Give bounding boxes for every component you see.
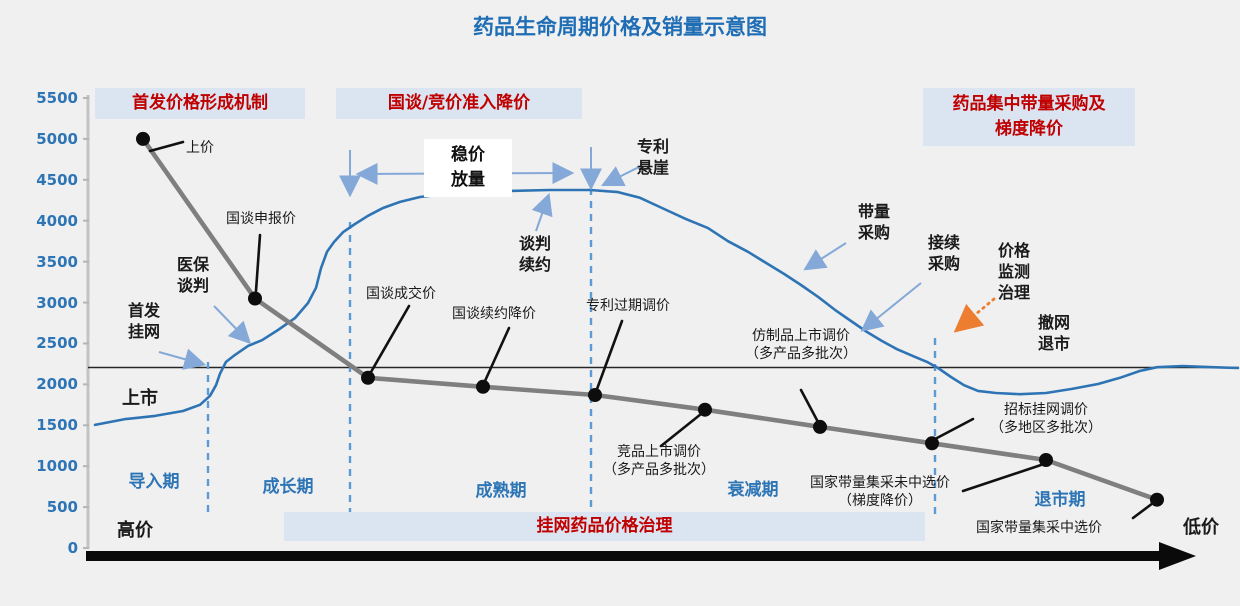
y-tick-5500: 5500 [36, 89, 78, 107]
price-line [140, 136, 1160, 503]
policy-box-listing-governance: 挂网药品价格治理 [284, 512, 925, 541]
listing-price-label: 上价 [186, 140, 214, 156]
vbp-unselected-line1: 国家带量集采未中选价 [810, 475, 950, 491]
y-tick-1000: 1000 [36, 457, 78, 475]
low-price-label: 低价 [1183, 517, 1219, 538]
tender-listing-line1: 招标挂网调价 [1004, 402, 1088, 418]
price-monitor-line2: 监测 [997, 261, 1031, 281]
generic-entry-line1: 仿制品上市调价 [752, 328, 850, 344]
policy-box-first-price: 首发价格形成机制 [95, 88, 305, 119]
policy-box-vbp: 药品集中带量采购及 梯度降价 [923, 88, 1135, 146]
price-point [925, 436, 939, 451]
policy-box-vbp-line2: 梯度降价 [995, 119, 1063, 139]
nego-renewal-price-label: 国谈续约降价 [452, 306, 536, 322]
y-tick-4500: 4500 [36, 171, 78, 189]
high-price-label: 高价 [117, 520, 153, 541]
price-monitor-line1: 价格 [997, 241, 1031, 260]
delist-withdraw-label: 撤网 退市 [1038, 313, 1070, 355]
generic-entry-line2: （多产品多批次） [745, 345, 857, 362]
y-axis-ticks [83, 97, 89, 549]
nego-deal-price-label: 国谈成交价 [366, 286, 436, 302]
medicare-negotiation-label: 医保 谈判 [177, 255, 209, 297]
stable-price-line1: 稳价 [451, 145, 485, 166]
generic-entry-price-label: 仿制品上市调价 （多产品多批次） [745, 328, 857, 364]
delist-line2: 退市 [1037, 333, 1071, 353]
tender-listing-price-label: 招标挂网调价 （多地区多批次） [990, 402, 1102, 438]
market-launch-label: 上市 [122, 388, 158, 409]
first-listing-line2: 挂网 [127, 321, 161, 341]
policy-box-vbp-line1: 药品集中带量采购及 [952, 94, 1106, 115]
x-axis-arrow-head [1159, 542, 1196, 570]
price-point [361, 370, 375, 385]
renewal-procurement-label: 接续 采购 [928, 233, 960, 275]
phase-label-maturity: 成熟期 [475, 481, 527, 501]
patent-cliff-label: 专利 悬崖 [637, 137, 669, 179]
policy-box-negotiation: 国谈/竞价准入降价 [336, 88, 582, 119]
competitor-entry-line2: （多产品多批次） [603, 461, 715, 478]
competitor-entry-price-label: 竞品上市调价 （多产品多批次） [603, 444, 715, 480]
phase-label-exit: 退市期 [1034, 490, 1086, 510]
volume-procurement-line1: 带量 [857, 202, 891, 221]
volume-procurement-line2: 采购 [857, 222, 891, 242]
price-point [136, 131, 150, 146]
renewal-line2: 续约 [518, 254, 552, 274]
renewal-negotiation-label: 谈判 续约 [519, 234, 551, 276]
price-point [588, 388, 602, 402]
patent-cliff-line2: 悬崖 [636, 157, 670, 177]
label-connector-lines [148, 140, 1155, 520]
price-monitor-line3: 治理 [997, 282, 1031, 302]
first-listing-line1: 首发 [127, 301, 161, 320]
chart-title: 药品生命周期价格及销量示意图 [473, 15, 767, 39]
phase-label-decline: 衰减期 [727, 480, 779, 500]
price-point [248, 291, 262, 306]
price-point [813, 419, 827, 434]
first-listing-label: 首发 挂网 [128, 301, 160, 343]
price-point-markers [136, 131, 1164, 507]
y-tick-4000: 4000 [36, 212, 78, 230]
stable-price-line2: 放量 [451, 170, 485, 190]
price-point [1039, 453, 1053, 467]
phase-label-growth: 成长期 [262, 477, 314, 497]
renewal-procurement-line2: 采购 [927, 253, 961, 273]
patent-cliff-line1: 专利 [636, 137, 670, 156]
y-tick-500: 500 [46, 498, 78, 516]
stable-price-volume-box: 稳价 放量 [424, 139, 512, 197]
tender-listing-line2: （多地区多批次） [990, 419, 1102, 436]
medicare-negotiation-line2: 谈判 [176, 275, 210, 295]
vbp-unselected-price-label: 国家带量集采未中选价 （梯度降价） [810, 475, 950, 511]
price-point [476, 379, 490, 394]
vbp-unselected-line2: （梯度降价） [838, 492, 922, 509]
patent-expiry-price-label: 专利过期调价 [586, 298, 670, 314]
vbp-selected-price-label: 国家带量集采中选价 [976, 520, 1102, 536]
renewal-procurement-line1: 接续 [927, 233, 961, 252]
y-tick-2000: 2000 [36, 375, 78, 393]
y-tick-3000: 3000 [36, 294, 78, 312]
volume-procurement-label: 带量 采购 [858, 202, 890, 244]
sales-volume-curve [93, 188, 1240, 427]
y-tick-2500: 2500 [36, 334, 78, 352]
medicare-negotiation-line1: 医保 [176, 255, 210, 274]
y-tick-0: 0 [67, 539, 78, 557]
price-monitor-label: 价格 监测 治理 [998, 241, 1030, 303]
competitor-entry-line1: 竞品上市调价 [617, 444, 701, 460]
nego-declared-price-label: 国谈申报价 [226, 211, 296, 227]
delist-line1: 撤网 [1037, 313, 1071, 332]
renewal-line1: 谈判 [518, 234, 552, 253]
phase-label-intro: 导入期 [128, 472, 180, 492]
y-tick-1500: 1500 [36, 416, 78, 434]
y-tick-5000: 5000 [36, 130, 78, 148]
y-tick-3500: 3500 [36, 253, 78, 271]
price-monitor-dotted-arrow [953, 297, 996, 333]
